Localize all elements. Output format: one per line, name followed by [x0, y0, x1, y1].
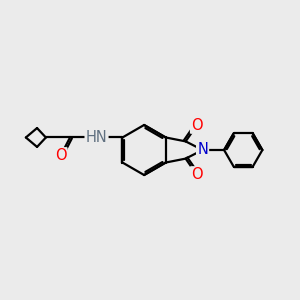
Text: HN: HN	[86, 130, 107, 145]
Text: N: N	[197, 142, 208, 158]
Text: O: O	[191, 167, 203, 182]
Text: O: O	[55, 148, 66, 163]
Text: O: O	[191, 118, 203, 133]
